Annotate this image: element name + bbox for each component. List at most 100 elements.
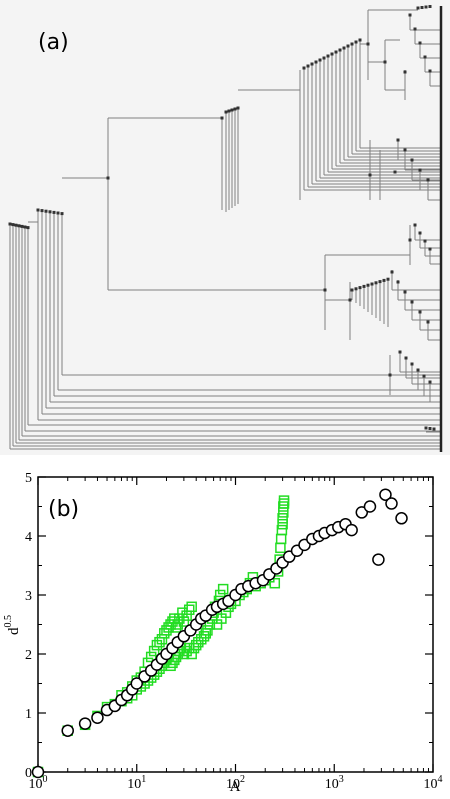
tree-node [60,212,64,216]
tree-node [382,278,386,282]
tree-node [48,210,52,214]
y-axis-label: d0.5 [3,615,22,635]
square-point [202,625,213,636]
tree-node [396,280,400,284]
circle-point [130,677,143,690]
circle-point [379,488,392,501]
y-tick-label: 0 [25,766,32,781]
tree-node [26,226,30,230]
x-tick-label: 103 [325,774,344,792]
square-point [165,660,176,672]
tree-node [423,55,427,59]
square-point [154,636,165,648]
tree-node [422,374,426,378]
dendrogram-panel: (a) [0,0,450,455]
x-tick-label: 102 [226,774,245,792]
circle-point [395,512,408,525]
tree-node [52,210,56,214]
tree-node [416,6,420,10]
tree-node [370,282,374,286]
tree-node [350,42,354,46]
tree-node [310,62,314,66]
tree-node [403,70,407,74]
square-point [275,533,287,545]
tree-node [428,69,432,73]
square-point [148,645,160,657]
tree-node [358,38,362,42]
tree-node [418,168,422,172]
tree-node [413,27,417,31]
tree-node [396,138,400,142]
tree-node [306,64,310,68]
tree-node [334,50,338,54]
tree-node [346,44,350,48]
square-point [186,601,197,613]
tree-node [383,60,387,64]
tree-node [354,287,358,291]
circle-point [372,553,385,566]
tree-node [366,283,370,287]
tree-node [338,48,342,52]
circle-point [91,711,104,724]
tree-node [432,427,436,431]
square-point [275,542,286,554]
circle-point [78,717,92,730]
tree-node [424,426,428,430]
tree-node [342,46,346,50]
tree-node [330,52,334,56]
tree-node [11,223,15,227]
tree-node [44,209,48,213]
circle-point [385,497,398,510]
y-axis: 0 1 2 3 4 5 [25,471,433,781]
tree-node [408,13,412,17]
tree-node [40,209,44,213]
tree-node [378,280,382,284]
tree-node [227,109,231,113]
circle-series [31,488,408,779]
tree-node [374,281,378,285]
tree-node [428,380,432,384]
tree-node [393,170,397,174]
square-point [167,657,178,669]
panel-a-label: (a) [38,30,69,55]
tree-node [302,66,306,70]
tree-node [403,290,407,294]
square-point [217,583,229,595]
square-point [183,604,195,615]
y-axis-label-exponent: 0.5 [3,615,14,628]
square-point [198,631,210,642]
tree-node [416,368,420,372]
square-point [165,619,176,630]
tree-node [368,173,372,177]
tree-node [424,5,428,9]
tree-node [418,41,422,45]
tree-node [236,106,240,110]
circle-point [363,500,377,513]
circle-point [61,724,74,737]
plot-frame [37,476,434,773]
tree-node [418,231,422,235]
tree-node [106,176,110,180]
tree-node [413,223,417,227]
tree-node [390,270,394,274]
tree-node [426,320,430,324]
tree-node [17,224,21,228]
tree-node [56,211,60,215]
tree-node [398,350,402,354]
y-tick-label: 4 [25,530,32,545]
y-tick-label: 5 [25,471,32,486]
tree-node [220,116,224,120]
square-point [277,513,288,524]
square-point [193,636,204,648]
circle-point [345,523,358,537]
tree-node [233,107,237,111]
circle-point [355,506,369,519]
tree-node [428,427,432,430]
dendrogram [8,5,443,452]
square-point [172,619,183,630]
tree-node [224,110,228,114]
tree-node [408,238,412,242]
tree-node [322,56,326,60]
tree-node [354,40,358,44]
tree-node [418,310,422,314]
